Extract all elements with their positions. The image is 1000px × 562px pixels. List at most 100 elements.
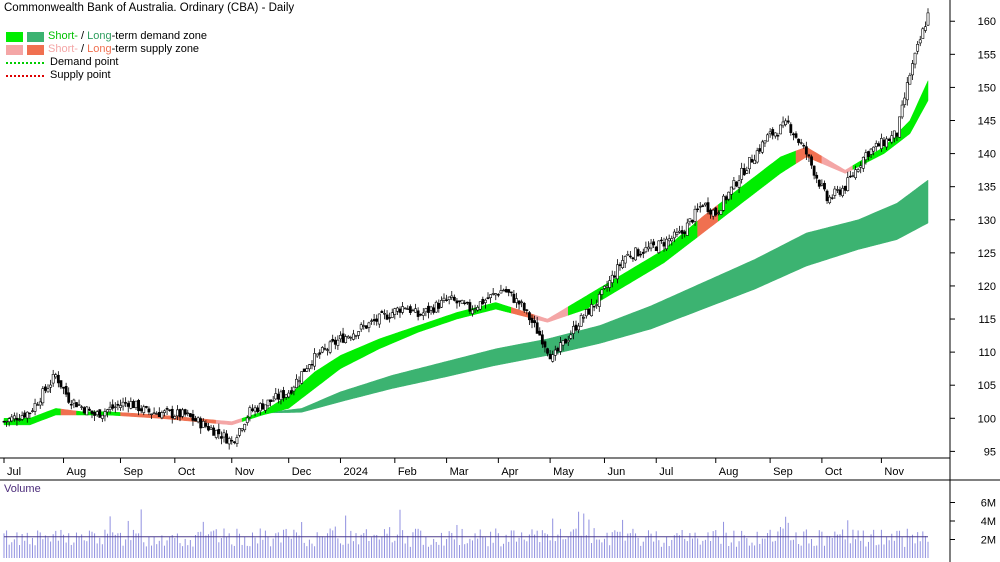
y-tick-label: 100 [978, 413, 996, 425]
short-term-supply-zone [60, 408, 77, 416]
x-tick-label: Aug [67, 466, 87, 478]
candle-body [616, 264, 619, 280]
candle-layer [2, 8, 930, 450]
short-demand-swatch [6, 31, 23, 42]
candle-body [232, 441, 236, 443]
long-supply-swatch [27, 44, 44, 55]
candle-body [636, 249, 640, 257]
candle-body [377, 313, 381, 325]
candle-body [820, 183, 824, 186]
candle-body [727, 191, 731, 200]
candle-body [106, 409, 109, 413]
candle-body [903, 97, 907, 105]
candle-body [51, 374, 55, 384]
candle-body [411, 309, 415, 312]
candle-body [566, 340, 570, 343]
candle-body [711, 209, 715, 217]
legend-supply-short: Short- [48, 43, 78, 55]
candle-body [445, 299, 448, 301]
candle-body [25, 411, 29, 419]
x-tick-label: Jul [7, 466, 21, 478]
candle-body [833, 188, 837, 196]
candle-body [530, 317, 534, 323]
candle-body [375, 318, 379, 322]
candle-body [696, 208, 700, 210]
candle-body [815, 174, 819, 179]
candle-body [305, 368, 309, 372]
candle-body [861, 156, 865, 169]
candle-body [626, 254, 630, 256]
candle-body [181, 409, 184, 417]
legend-demand-rest: -term demand zone [111, 30, 208, 42]
candle-body [520, 301, 524, 303]
candle-body [771, 129, 775, 136]
candle-body [103, 411, 107, 417]
candle-body [276, 393, 280, 400]
candle-body [473, 308, 477, 310]
candle-body [357, 331, 360, 336]
candle-body [253, 407, 257, 412]
candle-body [450, 295, 454, 298]
candle-body [323, 348, 327, 350]
candle-body [732, 180, 736, 190]
candle-body [522, 302, 526, 311]
candle-body [872, 146, 876, 152]
candle-body [75, 402, 78, 408]
legend-demand-zone: Short- / Long -term demand zone [6, 30, 207, 43]
candle-body [401, 306, 404, 313]
candle-body [810, 156, 813, 166]
candle-body [38, 401, 42, 406]
candle-body [491, 293, 495, 295]
candle-body [458, 300, 461, 302]
candle-body [709, 209, 712, 215]
candle-body [72, 399, 76, 404]
candle-body [235, 437, 239, 444]
candle-body [271, 400, 275, 402]
candle-body [634, 247, 637, 261]
candle-body [256, 407, 260, 413]
candle-body [23, 412, 27, 418]
candle-body [173, 416, 177, 419]
candle-body [364, 325, 368, 329]
candle-body [760, 141, 764, 153]
candle-body [406, 308, 410, 310]
short-term-supply-zone [821, 155, 854, 174]
candle-body [2, 420, 6, 423]
legend-demand-short: Short- [48, 30, 78, 42]
candle-body [62, 387, 65, 389]
candle-body [207, 425, 210, 431]
candle-body [600, 289, 604, 295]
x-tick-label: Jun [607, 466, 625, 478]
candle-body [763, 140, 767, 144]
x-tick-label: Dec [292, 466, 312, 478]
candle-body [240, 428, 244, 431]
candle-body [209, 427, 213, 430]
legend-supply-point: Supply point [6, 69, 207, 82]
candle-body [515, 298, 518, 303]
candle-body [295, 378, 298, 388]
candle-body [220, 436, 223, 439]
candle-body [882, 139, 886, 147]
candle-body [753, 159, 756, 165]
candle-body [455, 300, 459, 304]
x-tick-label: May [553, 466, 574, 478]
candle-body [150, 413, 153, 416]
candle-body [414, 308, 417, 313]
candle-body [20, 415, 24, 420]
candle-body [129, 401, 133, 409]
candle-body [95, 411, 99, 416]
legend-demand-long: Long [87, 30, 112, 42]
candle-body [755, 150, 759, 163]
candle-body [349, 337, 353, 339]
legend-demand-sep: / [77, 30, 88, 42]
candle-body [880, 138, 883, 149]
candle-body [641, 251, 645, 254]
candle-body [569, 334, 573, 339]
candle-body [540, 334, 544, 345]
candle-body [892, 130, 896, 139]
candle-body [553, 349, 557, 356]
candle-body [543, 341, 547, 348]
chart-title: Commonwealth Bank of Australia. Ordinary… [4, 2, 295, 14]
short-supply-swatch [6, 44, 23, 55]
candle-body [654, 246, 658, 252]
